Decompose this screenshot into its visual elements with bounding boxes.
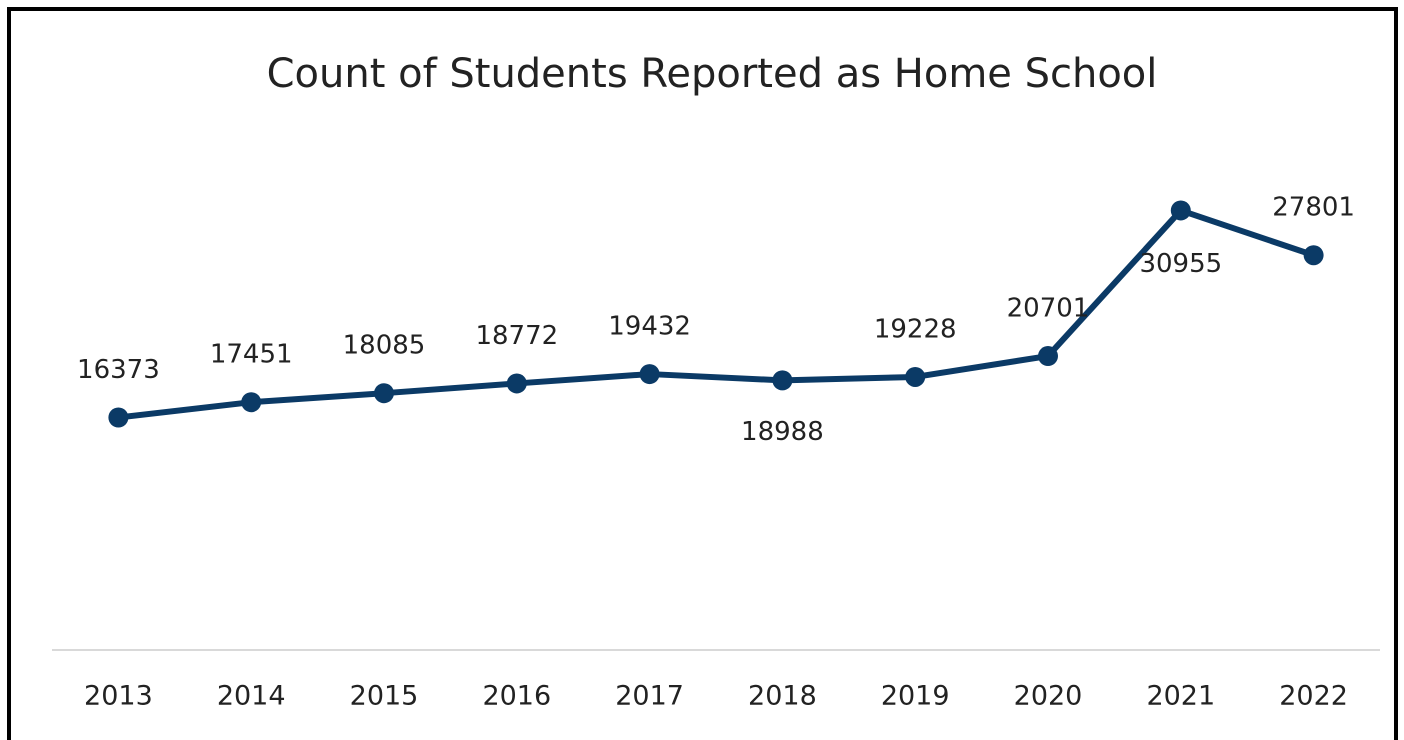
x-tick-label: 2016 — [482, 681, 551, 712]
point — [1038, 346, 1058, 367]
data-label: 27801 — [1272, 193, 1355, 223]
point — [374, 383, 394, 404]
line — [118, 207, 1315, 421]
x-tick-label: 2014 — [217, 681, 286, 712]
data-label: 17451 — [210, 340, 293, 370]
data-label: 18988 — [741, 417, 824, 447]
x-tick-label: 2019 — [881, 681, 950, 712]
point — [241, 392, 262, 413]
point — [639, 364, 660, 385]
x-tick-label: 2015 — [350, 681, 419, 712]
point — [905, 366, 926, 387]
point — [1170, 200, 1191, 221]
x-tick-label: 2013 — [84, 681, 153, 712]
point — [506, 373, 527, 394]
x-tick-label: 2021 — [1146, 681, 1215, 712]
data-label: 19432 — [608, 312, 691, 342]
point — [108, 407, 129, 428]
x-tick-label: 2017 — [615, 681, 684, 712]
data-label: 20701 — [1007, 294, 1090, 324]
data-label: 30955 — [1139, 249, 1222, 279]
point — [772, 370, 793, 391]
data-label: 18772 — [475, 321, 558, 351]
chart-title: Count of Students Reported as Home Schoo… — [267, 51, 1158, 97]
x-tick-label: 2022 — [1279, 681, 1348, 712]
data-label: 19228 — [874, 314, 957, 344]
point — [1303, 245, 1324, 266]
x-tick-label: 2020 — [1014, 681, 1083, 712]
frame — [7, 7, 1398, 740]
x-tick-label: 2018 — [748, 681, 817, 712]
data-label: 18085 — [343, 331, 426, 361]
data-label: 16373 — [77, 355, 160, 385]
